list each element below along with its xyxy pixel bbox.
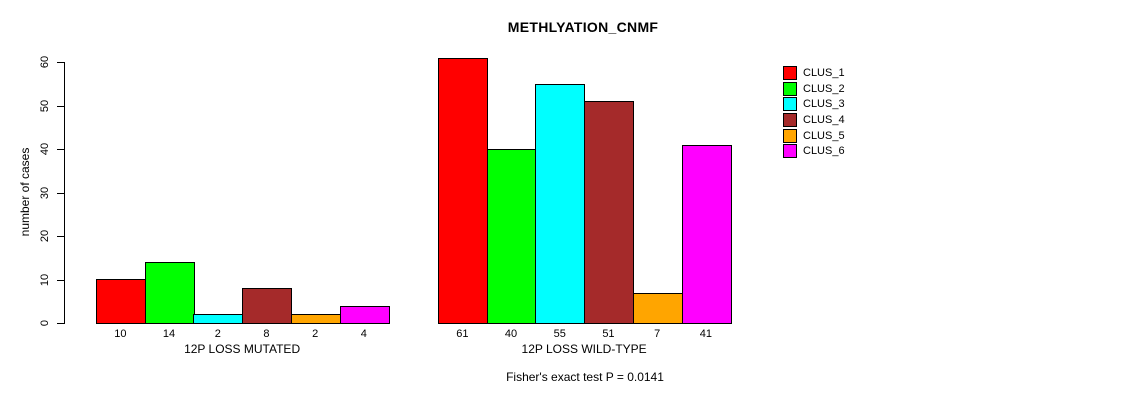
legend-swatch — [783, 112, 797, 127]
y-tick — [57, 62, 64, 63]
bar-clus_5-1 — [291, 314, 341, 324]
group-label: 12P LOSS WILD-TYPE — [521, 342, 647, 356]
legend-label: CLUS_1 — [803, 66, 845, 79]
bar-clus_5-2 — [633, 293, 683, 324]
y-tick — [57, 149, 64, 150]
bar-value-label: 40 — [504, 328, 518, 340]
y-tick — [57, 236, 64, 237]
bar-value-label: 51 — [602, 328, 615, 340]
group-label: 12P LOSS MUTATED — [184, 342, 301, 356]
bar-value-label: 7 — [654, 328, 661, 340]
legend-swatch — [783, 81, 797, 96]
bar-clus_4-1 — [242, 288, 292, 324]
y-tick — [57, 193, 64, 194]
y-tick — [57, 106, 64, 107]
y-tick-label: 30 — [39, 186, 51, 200]
y-tick — [57, 280, 64, 281]
bar-clus_6-1 — [340, 306, 390, 324]
y-tick-label: 50 — [39, 99, 51, 113]
legend-item-clus_4: CLUS_4 — [783, 112, 845, 128]
bar-clus_2-2 — [487, 149, 537, 324]
legend-label: CLUS_3 — [803, 98, 845, 111]
bar-value-label: 55 — [553, 328, 566, 340]
legend-item-clus_5: CLUS_5 — [783, 128, 845, 144]
bar-clus_1-1 — [96, 279, 146, 324]
bar-clus_4-2 — [584, 101, 634, 324]
legend-label: CLUS_2 — [803, 82, 845, 95]
legend-item-clus_2: CLUS_2 — [783, 81, 845, 97]
legend-item-clus_3: CLUS_3 — [783, 96, 845, 112]
y-axis-title-text: number of cases — [18, 147, 32, 237]
legend-swatch — [783, 144, 797, 159]
legend-swatch — [783, 97, 797, 112]
y-axis-line — [64, 62, 65, 324]
bar-clus_2-1 — [145, 262, 195, 324]
y-tick-label: 0 — [39, 319, 51, 327]
bar-value-label: 2 — [214, 328, 221, 340]
chart-title: METHLYATION_CNMF — [507, 19, 659, 35]
legend-label: CLUS_5 — [803, 129, 845, 142]
bar-clus_3-1 — [193, 314, 243, 324]
y-tick-label: 40 — [39, 142, 51, 156]
y-tick-label: 60 — [39, 55, 51, 69]
legend-label: CLUS_6 — [803, 145, 845, 158]
bar-value-label: 41 — [699, 328, 712, 340]
legend: CLUS_1 CLUS_2 CLUS_3 CLUS_4 CLUS_5 CLUS_6 — [783, 65, 845, 159]
y-tick-label: 10 — [39, 273, 51, 287]
bar-value-label: 10 — [114, 328, 127, 340]
chart-footer: Fisher's exact test P = 0.0141 — [506, 370, 664, 384]
bar-value-label: 2 — [312, 328, 319, 340]
legend-item-clus_6: CLUS_6 — [783, 143, 845, 159]
y-tick — [57, 323, 64, 324]
legend-swatch — [783, 65, 797, 80]
bar-value-label: 8 — [263, 328, 270, 340]
legend-item-clus_1: CLUS_1 — [783, 65, 845, 81]
bar-value-label: 4 — [360, 328, 367, 340]
bar-clus_1-2 — [438, 58, 488, 324]
bar-clus_6-2 — [682, 145, 732, 324]
legend-swatch — [783, 128, 797, 143]
y-tick-label: 20 — [39, 229, 51, 243]
bar-value-label: 14 — [162, 328, 176, 340]
legend-label: CLUS_4 — [803, 113, 845, 126]
bar-clus_3-2 — [535, 84, 585, 324]
bar-value-label: 61 — [456, 328, 469, 340]
